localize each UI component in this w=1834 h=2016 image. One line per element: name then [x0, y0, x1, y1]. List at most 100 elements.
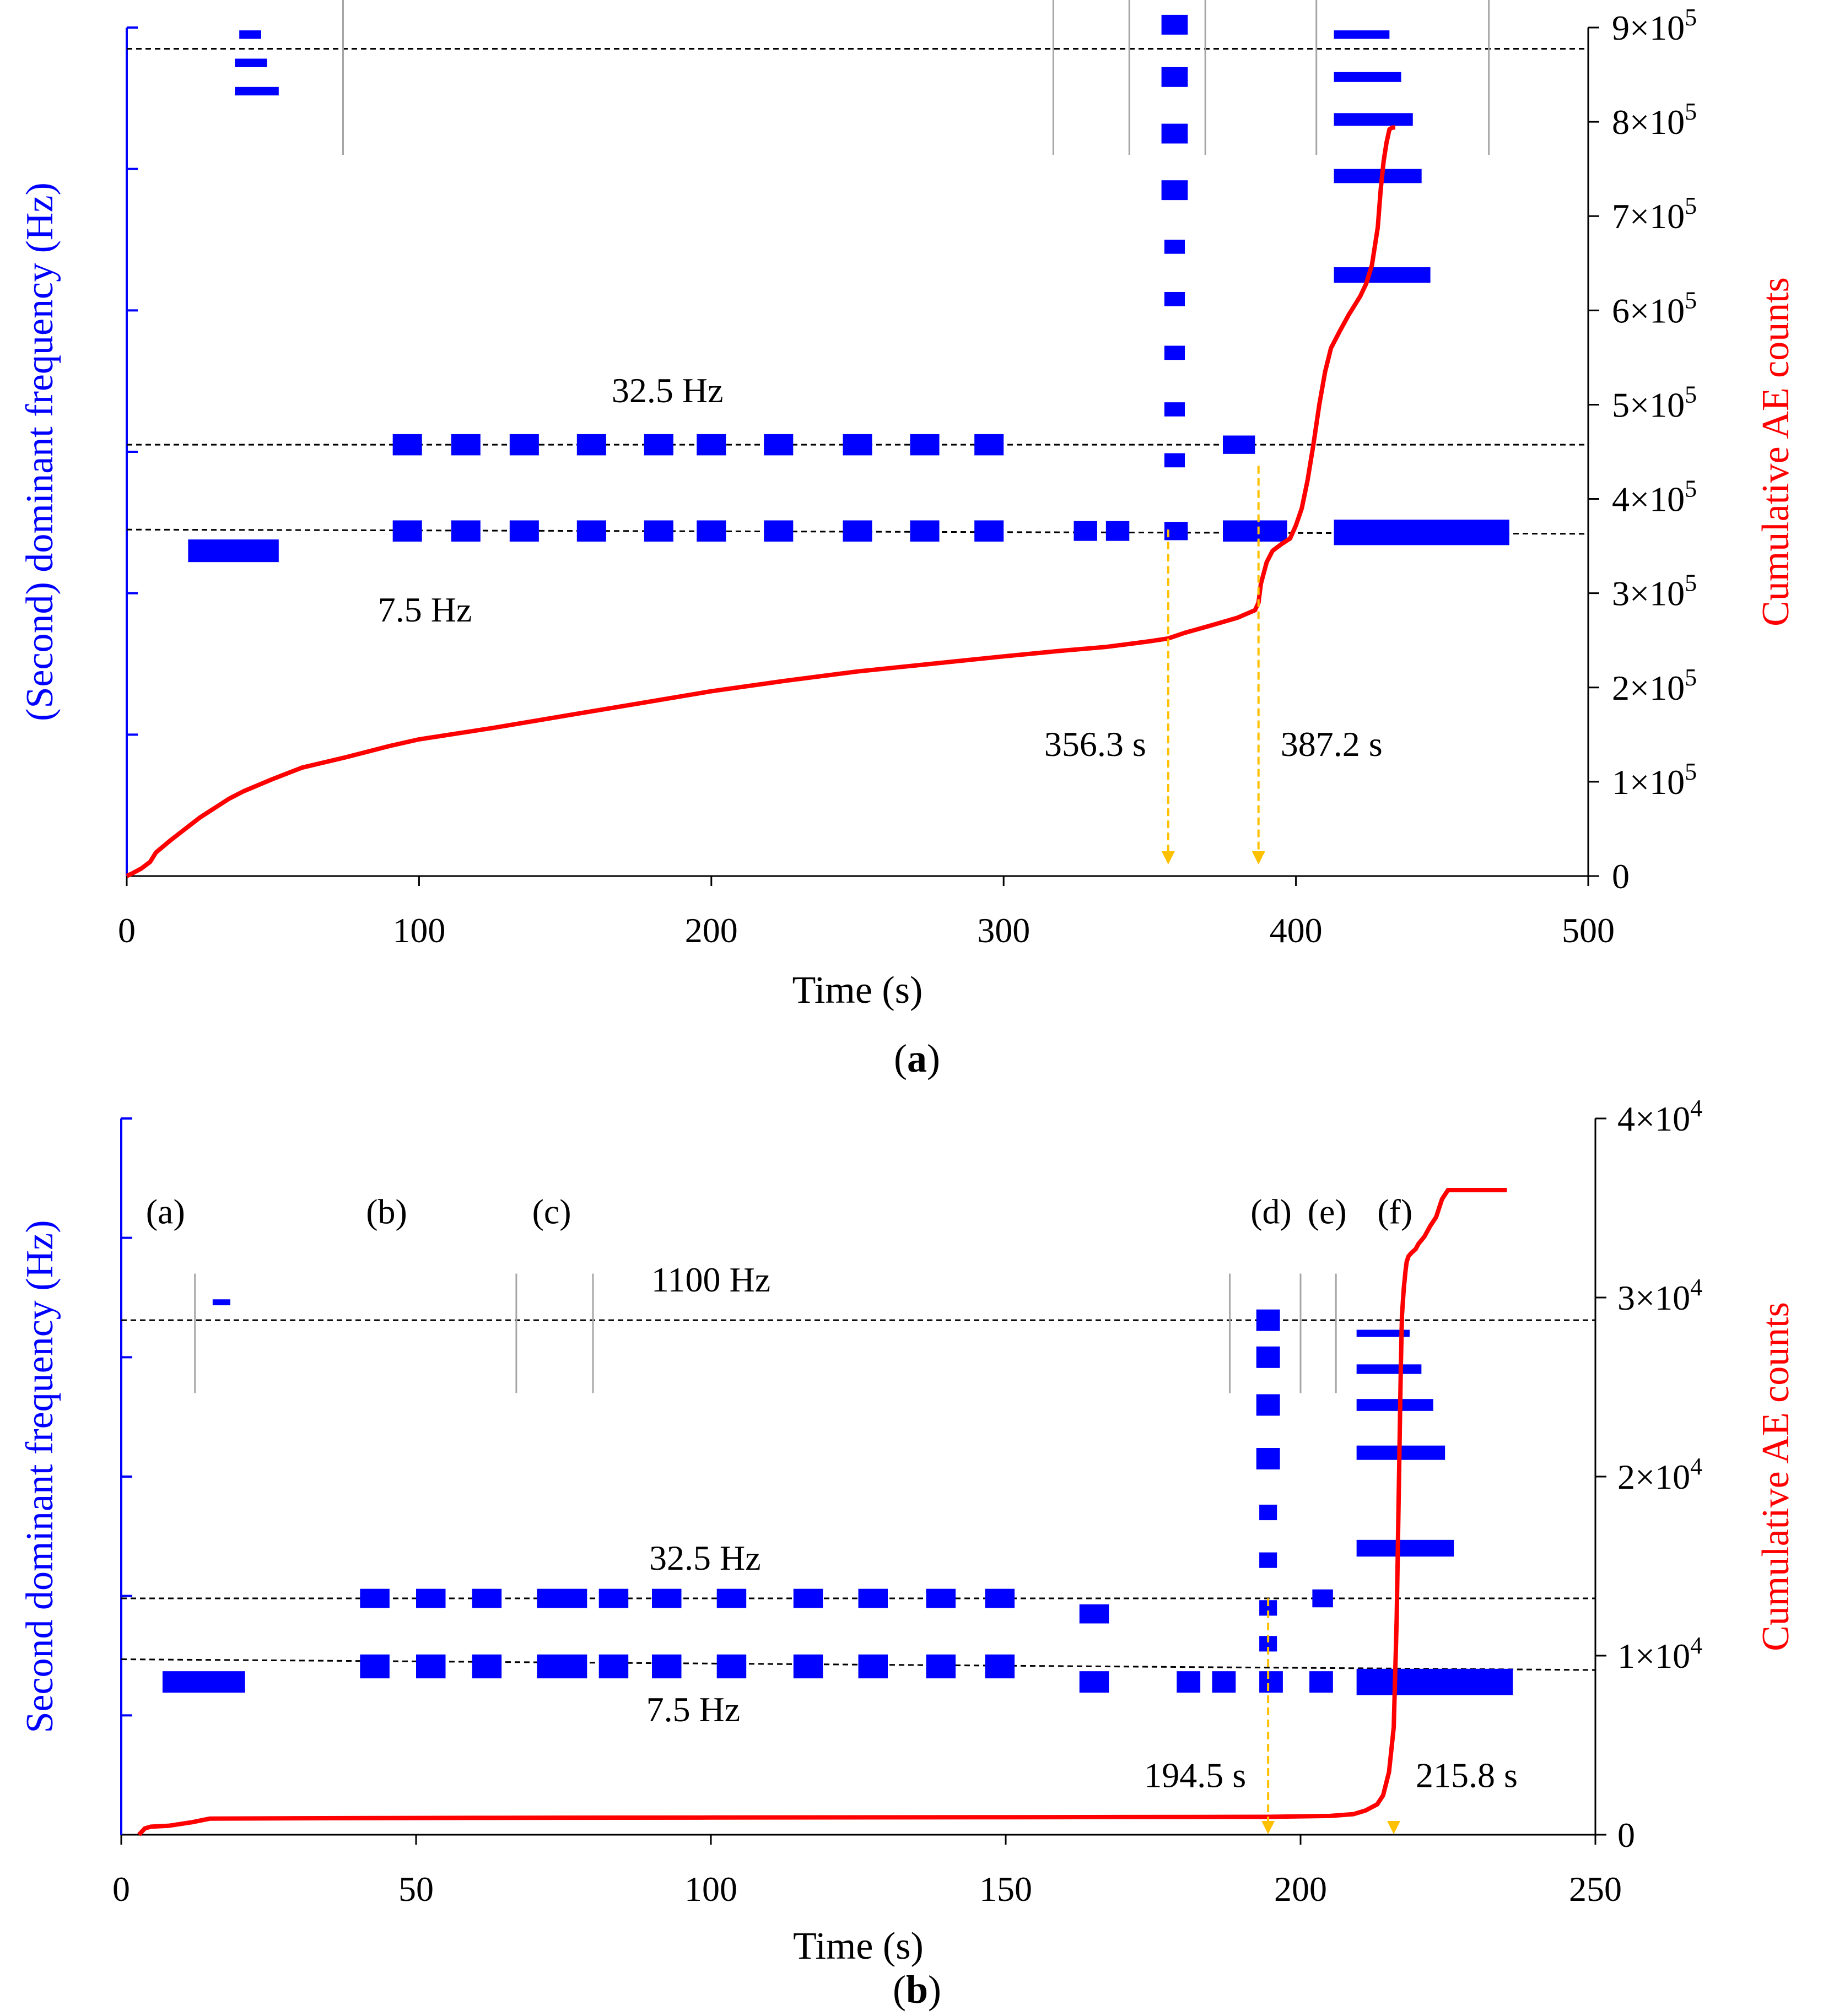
left-axis-title: (Second) dominant frequency (Hz) [19, 182, 61, 721]
reference-line-label: 32.5 Hz [649, 1538, 761, 1577]
frequency-block [392, 434, 422, 456]
frequency-block [926, 1654, 956, 1679]
right-tick-mantissa: 0 [1617, 1815, 1635, 1855]
frequency-block [472, 1654, 502, 1679]
frequency-block [716, 1588, 747, 1608]
right-tick-exponent: 5 [1685, 381, 1697, 408]
right-tick-exponent: 4 [1690, 1632, 1702, 1659]
stage-label: (d) [1250, 1192, 1292, 1231]
frequency-block [985, 1588, 1015, 1608]
x-tick-label: 250 [1569, 1869, 1622, 1909]
right-tick-exponent: 5 [1685, 192, 1697, 219]
right-tick-exponent: 5 [1685, 475, 1697, 502]
frequency-block [1223, 520, 1287, 542]
right-tick-label: 5×105 [1612, 381, 1697, 424]
frequency-block [1312, 1589, 1333, 1608]
cumulative-ae-curve [126, 125, 1395, 878]
right-tick-label: 4×104 [1617, 1095, 1702, 1138]
caption-a: (a) [894, 1036, 940, 1080]
frequency-block [1256, 1346, 1280, 1368]
frequency-block [843, 520, 872, 542]
frequency-block [1105, 521, 1130, 541]
frequency-block [858, 1654, 888, 1679]
right-tick-exponent: 5 [1685, 98, 1697, 125]
frequency-block [235, 58, 267, 67]
frequency-block [793, 1588, 823, 1608]
frequency-block [1212, 1671, 1236, 1693]
frequency-block [1177, 1671, 1201, 1693]
caption-b: (b) [893, 1968, 941, 2012]
right-tick-label: 1×104 [1617, 1632, 1702, 1676]
caption-a-letter: a [907, 1036, 927, 1080]
cumulative-ae-curve [137, 1188, 1507, 1836]
frequency-block [1164, 402, 1185, 417]
right-tick-mantissa: 5×10 [1612, 385, 1685, 424]
right-tick-label: 2×105 [1612, 664, 1697, 707]
frequency-block [1079, 1671, 1109, 1693]
frequency-block [974, 520, 1004, 542]
frequency-block [1356, 1364, 1422, 1374]
frequency-block [576, 434, 606, 456]
frequency-block [716, 1654, 747, 1679]
x-axis-title: Time (s) [793, 1925, 924, 1968]
reference-line-label: 1100 Hz [623, 0, 742, 7]
frequency-block [1256, 1394, 1280, 1416]
frequency-block [644, 520, 673, 542]
frequency-block [576, 520, 606, 542]
right-tick-mantissa: 7×10 [1612, 197, 1685, 236]
frequency-block [1259, 1671, 1283, 1693]
right-tick-label: 7×105 [1612, 192, 1697, 236]
right-tick-label: 4×105 [1612, 475, 1697, 519]
frequency-block [1079, 1604, 1109, 1624]
frequency-block [360, 1588, 390, 1608]
right-tick-mantissa: 1×10 [1617, 1636, 1690, 1676]
frequency-block [239, 30, 261, 39]
frequency-block [1161, 180, 1188, 201]
frequency-block [1334, 267, 1431, 283]
right-axis-title: Cumulative AE counts [1755, 277, 1797, 626]
frequency-block [212, 1299, 230, 1306]
frequency-block [598, 1588, 629, 1608]
x-tick-label: 0 [118, 911, 136, 950]
right-tick-exponent: 5 [1685, 4, 1697, 31]
reference-line-label: 7.5 Hz [646, 1690, 741, 1729]
left-axis-title: Second dominant frequency (Hz) [19, 1220, 61, 1733]
right-tick-mantissa: 2×10 [1617, 1457, 1690, 1496]
right-tick-exponent: 5 [1685, 287, 1697, 314]
frequency-block [1334, 72, 1401, 82]
time-marker-label: 387.2 s [1281, 725, 1383, 764]
frequency-block [697, 520, 726, 542]
caption-b-letter: b [906, 1968, 928, 2012]
right-tick-mantissa: 6×10 [1612, 291, 1685, 330]
stage-label: (f) [1377, 1192, 1412, 1231]
frequency-block [162, 1671, 245, 1693]
frequency-block [793, 1654, 823, 1679]
chart-panel-a: 0 100 200 300 400 50001×1052×1053×1054×1055×1… [19, 0, 1797, 1012]
frequency-block [416, 1588, 446, 1608]
frequency-block [537, 1588, 587, 1608]
frequency-block [1259, 1504, 1277, 1521]
reference-line-label: 7.5 Hz [378, 590, 472, 629]
frequency-block [1356, 1668, 1513, 1695]
right-tick-label: 1×105 [1612, 758, 1697, 802]
frequency-block [1161, 14, 1188, 35]
frequency-block [1161, 123, 1188, 144]
right-tick-label: 3×104 [1617, 1274, 1702, 1317]
frequency-block [1356, 1329, 1410, 1337]
right-tick-mantissa: 3×10 [1612, 574, 1685, 613]
right-tick-exponent: 4 [1690, 1453, 1702, 1480]
frequency-block [697, 434, 726, 456]
frequency-block [926, 1588, 956, 1608]
frequency-block [858, 1588, 888, 1608]
right-tick-label: 6×105 [1612, 287, 1697, 330]
frequency-block [537, 1654, 587, 1679]
right-tick-mantissa: 3×10 [1617, 1278, 1690, 1317]
right-tick-mantissa: 4×10 [1612, 480, 1685, 519]
frequency-block [451, 520, 481, 542]
time-marker-label: 356.3 s [1044, 725, 1146, 764]
x-tick-label: 100 [684, 1869, 737, 1909]
x-tick-label: 50 [398, 1869, 434, 1909]
x-tick-label: 0 [112, 1869, 130, 1909]
stage-label: (a) [146, 1192, 185, 1231]
